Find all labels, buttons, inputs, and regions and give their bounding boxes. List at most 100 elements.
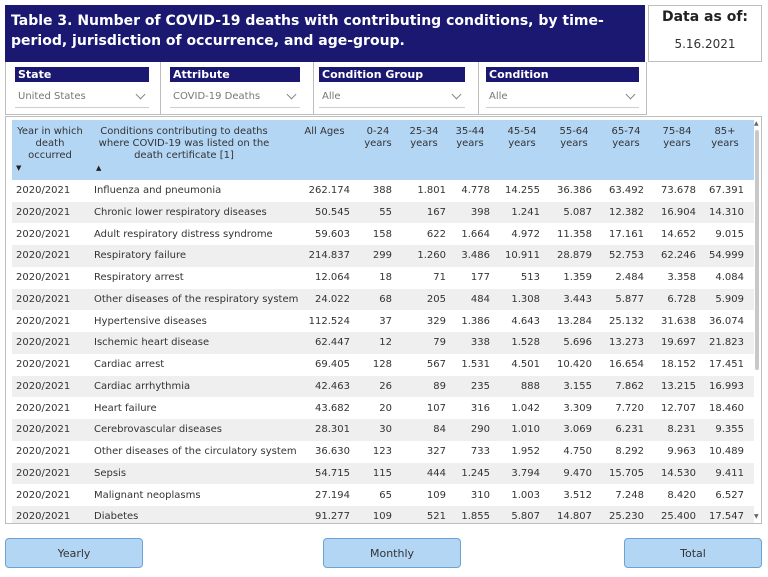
cell-85-plus: 14.310 xyxy=(709,206,744,218)
cell-all-ages: 28.301 xyxy=(315,424,350,436)
cell-65-74: 7.720 xyxy=(615,402,644,414)
header-65-74[interactable]: 65-74 years xyxy=(611,126,641,149)
cell-condition: Heart failure xyxy=(94,402,157,414)
cell-55-64: 28.879 xyxy=(557,250,592,262)
state-dropdown[interactable]: United States xyxy=(15,88,149,108)
cell-35-44: 316 xyxy=(470,402,490,414)
cell-year: 2020/2021 xyxy=(16,206,71,218)
monthly-button[interactable]: Monthly xyxy=(323,538,461,568)
cell-0-24: 299 xyxy=(372,250,392,262)
header-85-plus[interactable]: 85+ years xyxy=(711,126,739,149)
table-row[interactable]: 2020/2021 Hypertensive diseases 112.524 37 3… xyxy=(12,311,754,333)
cell-45-54: 1.241 xyxy=(511,206,540,218)
header-55-64[interactable]: 55-64 years xyxy=(559,126,589,149)
table-row[interactable]: 2020/2021 Respiratory failure 214.837 299 1.… xyxy=(12,245,754,267)
condition-group-filter[interactable]: Condition Group Alle xyxy=(319,67,465,113)
cell-year: 2020/2021 xyxy=(16,250,71,262)
cell-0-24: 115 xyxy=(372,467,392,479)
table-row[interactable]: 2020/2021 Respiratory arrest 12.064 18 71 177… xyxy=(12,267,754,289)
cell-65-74: 13.273 xyxy=(609,337,644,349)
cell-85-plus: 18.460 xyxy=(709,402,744,414)
cell-45-54: 888 xyxy=(520,380,540,392)
table-row[interactable]: 2020/2021 Heart failure 43.682 20 107 316 1.04… xyxy=(12,398,754,420)
cell-45-54: 1.952 xyxy=(511,446,540,457)
cell-condition: Cerebrovascular diseases xyxy=(94,424,223,436)
cell-55-64: 13.284 xyxy=(557,315,592,327)
scrollbar-thumb[interactable] xyxy=(755,130,759,370)
condition-dropdown[interactable]: Alle xyxy=(486,88,639,108)
cell-75-84: 25.400 xyxy=(661,511,696,523)
scroll-up-icon[interactable]: ▲ xyxy=(754,120,759,127)
table-row[interactable]: 2020/2021 Other diseases of the respirato… xyxy=(12,288,754,311)
cell-75-84: 14.652 xyxy=(661,228,696,240)
sort-desc-icon[interactable]: ▼ xyxy=(16,164,22,172)
table-row[interactable]: 2020/2021 Influenza and pneumonia 262.174 3… xyxy=(12,180,754,202)
cell-35-44: 398 xyxy=(470,206,490,218)
cell-75-84: 62.246 xyxy=(661,250,696,262)
cell-all-ages: 24.022 xyxy=(315,293,350,305)
chevron-down-icon xyxy=(135,89,146,100)
condition-group-filter-label: Condition Group xyxy=(319,67,465,82)
cell-year: 2020/2021 xyxy=(16,402,71,414)
cell-35-44: 1.245 xyxy=(461,467,490,479)
cell-85-plus: 21.823 xyxy=(709,337,744,349)
table-row[interactable]: 2020/2021 Adult respiratory distress synd… xyxy=(12,224,754,246)
cell-25-34: 329 xyxy=(426,315,446,327)
header-75-84[interactable]: 75-84 years xyxy=(662,126,692,149)
state-filter[interactable]: State United States xyxy=(15,67,149,113)
cell-0-24: 20 xyxy=(379,402,392,414)
attribute-filter[interactable]: Attribute COVID-19 Deaths xyxy=(170,67,300,113)
cell-condition: Hypertensive diseases xyxy=(94,315,207,327)
cell-condition: Respiratory arrest xyxy=(94,272,184,283)
cell-55-64: 11.358 xyxy=(557,228,592,240)
header-35-44[interactable]: 35-44 years xyxy=(455,126,485,149)
condition-filter[interactable]: Condition Alle xyxy=(486,67,639,113)
cell-0-24: 12 xyxy=(379,337,392,349)
cell-0-24: 30 xyxy=(379,424,392,436)
cell-55-64: 9.470 xyxy=(563,467,592,479)
table-row[interactable]: 2020/2021 Chronic lower respiratory disea… xyxy=(12,201,754,224)
cell-25-34: 1.260 xyxy=(417,250,446,262)
cell-year: 2020/2021 xyxy=(16,315,71,327)
table-scrollbar[interactable]: ▲ ▼ xyxy=(753,120,761,520)
cell-75-84: 8.231 xyxy=(667,424,696,436)
cell-85-plus: 67.391 xyxy=(709,185,744,196)
cell-year: 2020/2021 xyxy=(16,380,71,392)
cell-65-74: 63.492 xyxy=(609,185,644,196)
header-year[interactable]: Year in which death occurred xyxy=(17,126,83,161)
cell-25-34: 444 xyxy=(426,467,446,479)
header-0-24[interactable]: 0-24 years xyxy=(364,126,392,149)
table-row[interactable]: 2020/2021 Malignant neoplasms 27.194 65 109 3… xyxy=(12,485,754,507)
attribute-dropdown[interactable]: COVID-19 Deaths xyxy=(170,88,300,108)
cell-25-34: 622 xyxy=(426,228,446,240)
table-row[interactable]: 2020/2021 Cardiac arrest 69.405 128 567 1.531… xyxy=(12,354,754,376)
cell-all-ages: 42.463 xyxy=(315,380,350,392)
cell-year: 2020/2021 xyxy=(16,272,71,283)
cell-75-84: 6.728 xyxy=(667,293,696,305)
cell-year: 2020/2021 xyxy=(16,446,71,457)
divider xyxy=(160,62,161,115)
cell-65-74: 52.753 xyxy=(609,250,644,262)
cell-25-34: 89 xyxy=(433,380,446,392)
yearly-button[interactable]: Yearly xyxy=(5,538,143,568)
total-button[interactable]: Total xyxy=(624,538,762,568)
cell-0-24: 128 xyxy=(372,359,392,370)
cell-85-plus: 17.547 xyxy=(709,511,744,523)
condition-group-dropdown[interactable]: Alle xyxy=(319,88,465,108)
header-condition[interactable]: Conditions contributing to deaths where … xyxy=(98,126,270,161)
cell-year: 2020/2021 xyxy=(16,359,71,370)
sort-asc-icon[interactable]: ▲ xyxy=(96,164,102,172)
table-row[interactable]: 2020/2021 Ischemic heart disease 62.447 12 7… xyxy=(12,332,754,354)
scroll-down-icon[interactable]: ▼ xyxy=(754,513,759,520)
header-45-54[interactable]: 45-54 years xyxy=(507,126,537,149)
cell-75-84: 18.152 xyxy=(661,359,696,370)
table-row[interactable]: 2020/2021 Sepsis 54.715 115 444 1.245 3.794 9.4… xyxy=(12,462,754,485)
table-row[interactable]: 2020/2021 Diabetes 91.277 109 521 1.855 5.807 1… xyxy=(12,506,754,523)
header-all-ages[interactable]: All Ages xyxy=(304,126,345,137)
table-row[interactable]: 2020/2021 Cardiac arrhythmia 42.463 26 89 235… xyxy=(12,375,754,398)
table-row[interactable]: 2020/2021 Cerebrovascular diseases 28.301 3… xyxy=(12,419,754,441)
cell-condition: Malignant neoplasms xyxy=(94,489,201,501)
table-row[interactable]: 2020/2021 Other diseases of the circulato… xyxy=(12,441,754,463)
header-25-34[interactable]: 25-34 years xyxy=(409,126,439,149)
cell-year: 2020/2021 xyxy=(16,337,71,349)
